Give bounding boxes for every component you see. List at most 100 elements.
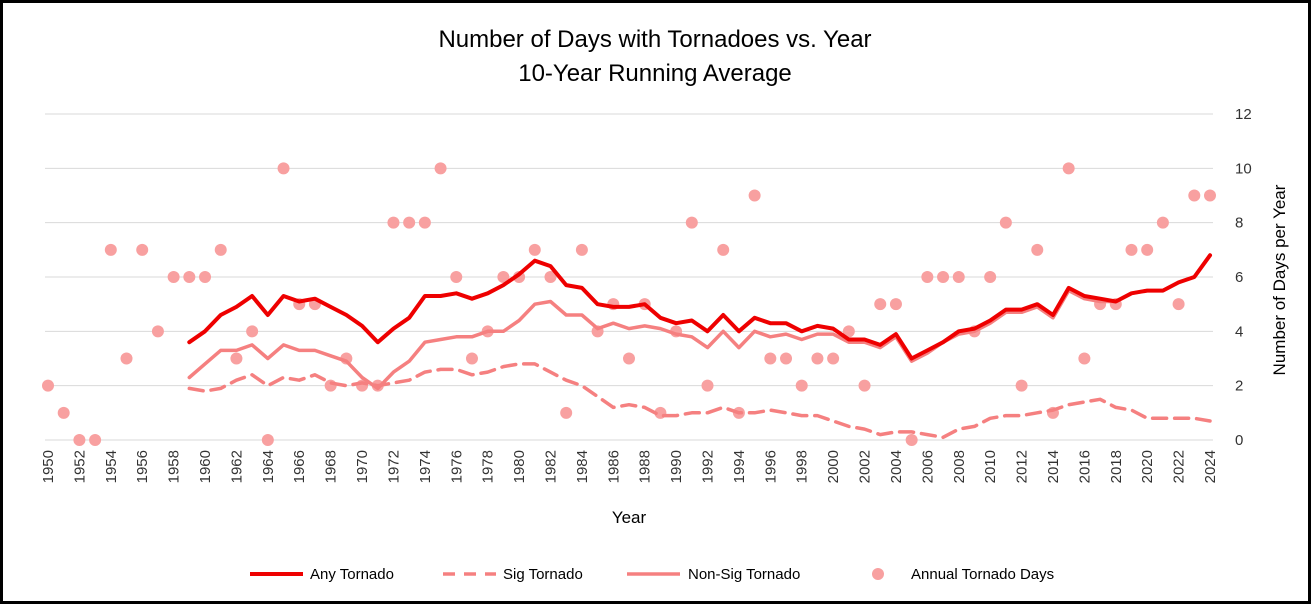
annual-tornado-days-point (261, 434, 274, 446)
annual-tornado-days-point (450, 271, 463, 283)
x-axis-ticks: 1950 1952 1954 1956 1958 1960 1962 1964 1966 1968… (40, 450, 1219, 483)
annual-tornado-days-point (701, 379, 714, 392)
annual-tornado-days-point (842, 325, 855, 338)
y-axis-label: Number of Days per Year (1270, 184, 1289, 375)
legend-label: Any Tornado (310, 566, 394, 583)
x-tick-label: 1954 (103, 450, 120, 483)
annual-tornado-days-point (905, 434, 918, 446)
x-tick-label: 1960 (197, 450, 214, 483)
annual-tornado-days-point (984, 271, 997, 283)
annual-tornado-days-point (1031, 243, 1044, 256)
annual-tornado-days-point (999, 216, 1012, 229)
x-tick-label: 2004 (888, 450, 905, 483)
y-tick-label: 8 (1235, 215, 1243, 232)
annual-tornado-days-point (418, 216, 431, 229)
x-tick-label: 1956 (134, 450, 151, 483)
x-tick-label: 1966 (291, 450, 308, 483)
annual-tornado-days-point (403, 216, 416, 229)
x-tick-label: 2020 (1139, 450, 1156, 483)
annual-tornado-days-point (89, 434, 102, 446)
annual-tornado-days-point (104, 243, 117, 256)
annual-tornado-days-point (827, 352, 840, 365)
annual-tornado-days-point (1172, 298, 1185, 311)
annual-tornado-days-point (874, 298, 887, 311)
annual-tornado-days-point (1125, 243, 1138, 256)
legend-item-annual-tornado-days: Annual Tornado Days (872, 566, 1054, 583)
x-tick-label: 1990 (668, 450, 685, 483)
x-tick-label: 1968 (323, 450, 340, 483)
y-tick-label: 2 (1235, 378, 1243, 395)
x-tick-label: 1952 (71, 450, 88, 483)
annual-tornado-days-point (1078, 352, 1091, 365)
legend-label: Annual Tornado Days (911, 566, 1054, 583)
x-tick-label: 1994 (731, 450, 748, 483)
legend-item-non-sig-tornado: Non-Sig Tornado (627, 566, 800, 583)
x-tick-label: 1988 (637, 450, 654, 483)
x-tick-label: 1986 (605, 450, 622, 483)
annual-tornado-days-point (1062, 162, 1075, 175)
legend-item-any-tornado: Any Tornado (250, 566, 394, 583)
legend-item-sig-tornado: Sig Tornado (443, 566, 583, 583)
annual-tornado-days-point (1015, 379, 1028, 392)
series-line-sig-tornado (187, 362, 1212, 440)
legend: Any Tornado Sig Tornado Non-Sig Tornado Ann… (250, 566, 1054, 583)
annual-tornado-days-point (1141, 243, 1154, 256)
annual-tornado-days-point (780, 352, 793, 365)
x-tick-label: 2016 (1076, 450, 1093, 483)
annual-tornado-days-point (764, 352, 777, 365)
y-axis-ticks: 0 2 4 6 8 10 12 (1235, 106, 1252, 449)
x-tick-label: 1970 (354, 450, 371, 483)
x-tick-label: 1998 (794, 450, 811, 483)
y-tick-label: 0 (1235, 432, 1243, 449)
y-tick-label: 4 (1235, 323, 1243, 340)
annual-tornado-days-point (42, 379, 54, 392)
x-tick-label: 1974 (417, 450, 434, 483)
annual-tornado-days-point (685, 216, 698, 229)
annual-tornado-days-point (889, 298, 902, 311)
annual-tornado-days-point (560, 406, 573, 419)
annual-tornado-days-point (1188, 189, 1201, 202)
x-tick-label: 1964 (260, 450, 277, 483)
x-tick-label: 2010 (982, 450, 999, 483)
chart-subtitle: 10-Year Running Average (518, 60, 792, 87)
annual-tornado-days-point (544, 271, 557, 283)
annual-tornado-days-point (497, 271, 510, 283)
y-tick-label: 10 (1235, 160, 1252, 177)
annual-tornado-days-point (795, 379, 808, 392)
x-tick-label: 2006 (919, 450, 936, 483)
x-tick-label: 1992 (700, 450, 717, 483)
gridlines (45, 113, 1213, 441)
annual-tornado-days-point (214, 243, 227, 256)
annual-tornado-days-point (167, 271, 180, 283)
x-tick-label: 1984 (574, 450, 591, 483)
series-line-non-sig-tornado (187, 253, 1212, 391)
annual-tornado-days-point (57, 406, 70, 419)
x-tick-label: 1976 (448, 450, 465, 483)
annual-tornado-days-point (277, 162, 290, 175)
x-tick-label: 2002 (857, 450, 874, 483)
x-tick-label: 1978 (480, 450, 497, 483)
annual-tornado-days-point (717, 243, 730, 256)
annual-tornado-days-point (575, 243, 588, 256)
x-tick-label: 1980 (511, 450, 528, 483)
annual-tornado-days-point (246, 325, 259, 338)
legend-label: Sig Tornado (503, 566, 583, 583)
annual-tornado-days-point (387, 216, 400, 229)
x-tick-label: 2014 (1045, 450, 1062, 483)
series-lines (187, 253, 1212, 440)
x-tick-label: 2000 (825, 450, 842, 483)
annual-tornado-days-point (952, 271, 965, 283)
annual-tornado-days-point (811, 352, 824, 365)
annual-tornado-days-point (465, 352, 478, 365)
annual-tornado-days-point (937, 271, 950, 283)
legend-label: Non-Sig Tornado (688, 566, 800, 583)
annual-tornado-days-point (183, 271, 196, 283)
x-axis-label: Year (612, 508, 647, 527)
annual-tornado-days-point (230, 352, 243, 365)
annual-tornado-days-point (921, 271, 934, 283)
y-tick-label: 12 (1235, 106, 1252, 123)
annual-tornado-days-point (199, 271, 212, 283)
x-tick-label: 1996 (762, 450, 779, 483)
x-tick-label: 1982 (542, 450, 559, 483)
